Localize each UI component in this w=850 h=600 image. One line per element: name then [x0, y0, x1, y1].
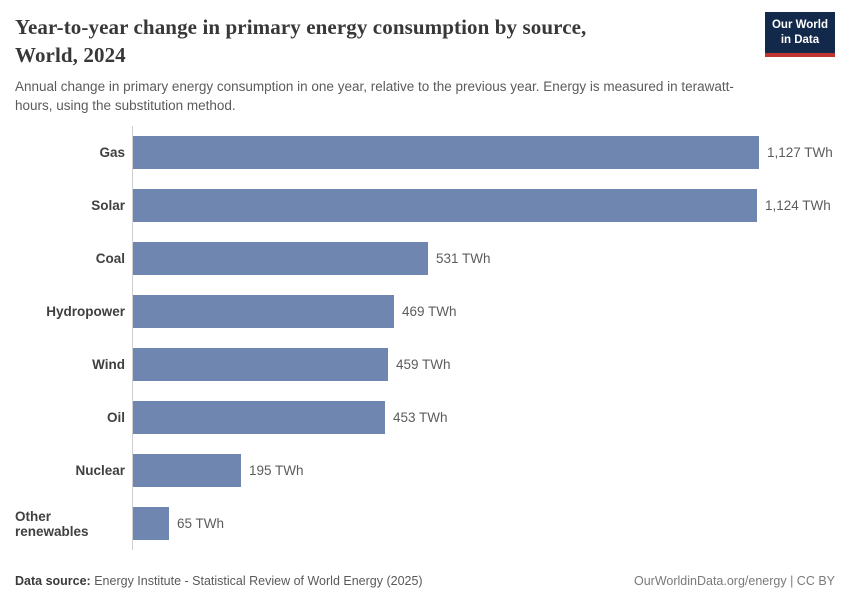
owid-logo: Our World in Data	[764, 12, 835, 57]
chart-row: Hydropower 469 TWh	[15, 285, 835, 338]
page-title: Year-to-year change in primary energy co…	[15, 14, 835, 69]
title-line-1: Year-to-year change in primary energy co…	[15, 15, 587, 39]
credit-link[interactable]: OurWorldinData.org/energy | CC BY	[633, 574, 835, 588]
value-label: 65 TWh	[177, 516, 225, 531]
category-label: Other renewables	[15, 508, 89, 539]
category-label: Solar	[91, 198, 125, 213]
chart-row: Nuclear 195 TWh	[15, 444, 835, 497]
value-label: 1,124 TWh	[765, 198, 831, 213]
chart-row: Gas 1,127 TWh	[15, 126, 835, 179]
value-label: 469 TWh	[402, 304, 457, 319]
title-line-2: World, 2024	[15, 42, 126, 67]
category-label: Oil	[106, 410, 125, 425]
chart-footer: Data source: Energy Institute - Statisti…	[15, 574, 835, 588]
value-label: 531 TWh	[436, 251, 491, 266]
bar-area: 453 TWh	[132, 391, 835, 444]
category-label: Gas	[99, 145, 125, 160]
bar[interactable]	[133, 507, 169, 540]
bar-chart: Gas 1,127 TWh Solar 1,124 TWh Coal 531 TWh Hyd…	[15, 126, 835, 550]
chart-row: Wind 459 TWh	[15, 338, 835, 391]
category-label: Wind	[92, 357, 125, 372]
chart-header: Year-to-year change in primary energy co…	[15, 12, 835, 116]
bar-area: 469 TWh	[132, 285, 835, 338]
bar-area: 531 TWh	[132, 232, 835, 285]
chart-row: Oil 453 TWh	[15, 391, 835, 444]
bar[interactable]	[133, 189, 757, 222]
bar-area: 195 TWh	[132, 444, 835, 497]
chart-row: Other renewables 65 TWh	[15, 497, 835, 550]
value-label: 459 TWh	[396, 357, 451, 372]
data-source-label: Data source:	[15, 574, 91, 588]
bar[interactable]	[133, 295, 394, 328]
chart-row: Solar 1,124 TWh	[15, 179, 835, 232]
chart-row: Coal 531 TWh	[15, 232, 835, 285]
bar-area: 1,127 TWh	[132, 126, 835, 179]
owid-logo-line-1: Our World	[771, 19, 828, 31]
value-label: 1,127 TWh	[767, 145, 833, 160]
bar-area: 1,124 TWh	[132, 179, 835, 232]
bar[interactable]	[133, 454, 241, 487]
chart-subtitle: Annual change in primary energy consumpt…	[15, 79, 734, 114]
bar[interactable]	[133, 401, 385, 434]
value-label: 195 TWh	[249, 463, 304, 478]
data-source-text: Energy Institute - Statistical Review of…	[90, 574, 423, 588]
category-label: Nuclear	[75, 463, 125, 478]
value-label: 453 TWh	[393, 410, 448, 425]
bar-area: 459 TWh	[132, 338, 835, 391]
bar-area: 65 TWh	[132, 497, 835, 550]
owid-logo-line-2: in Data	[780, 33, 820, 46]
category-label: Coal	[95, 251, 125, 266]
bar[interactable]	[133, 242, 428, 275]
chart-rows: Gas 1,127 TWh Solar 1,124 TWh Coal 531 TWh Hyd…	[15, 126, 835, 550]
data-source: Data source: Energy Institute - Statisti…	[15, 574, 423, 588]
category-label: Hydropower	[46, 304, 125, 319]
bar[interactable]	[133, 136, 759, 169]
bar[interactable]	[133, 348, 388, 381]
